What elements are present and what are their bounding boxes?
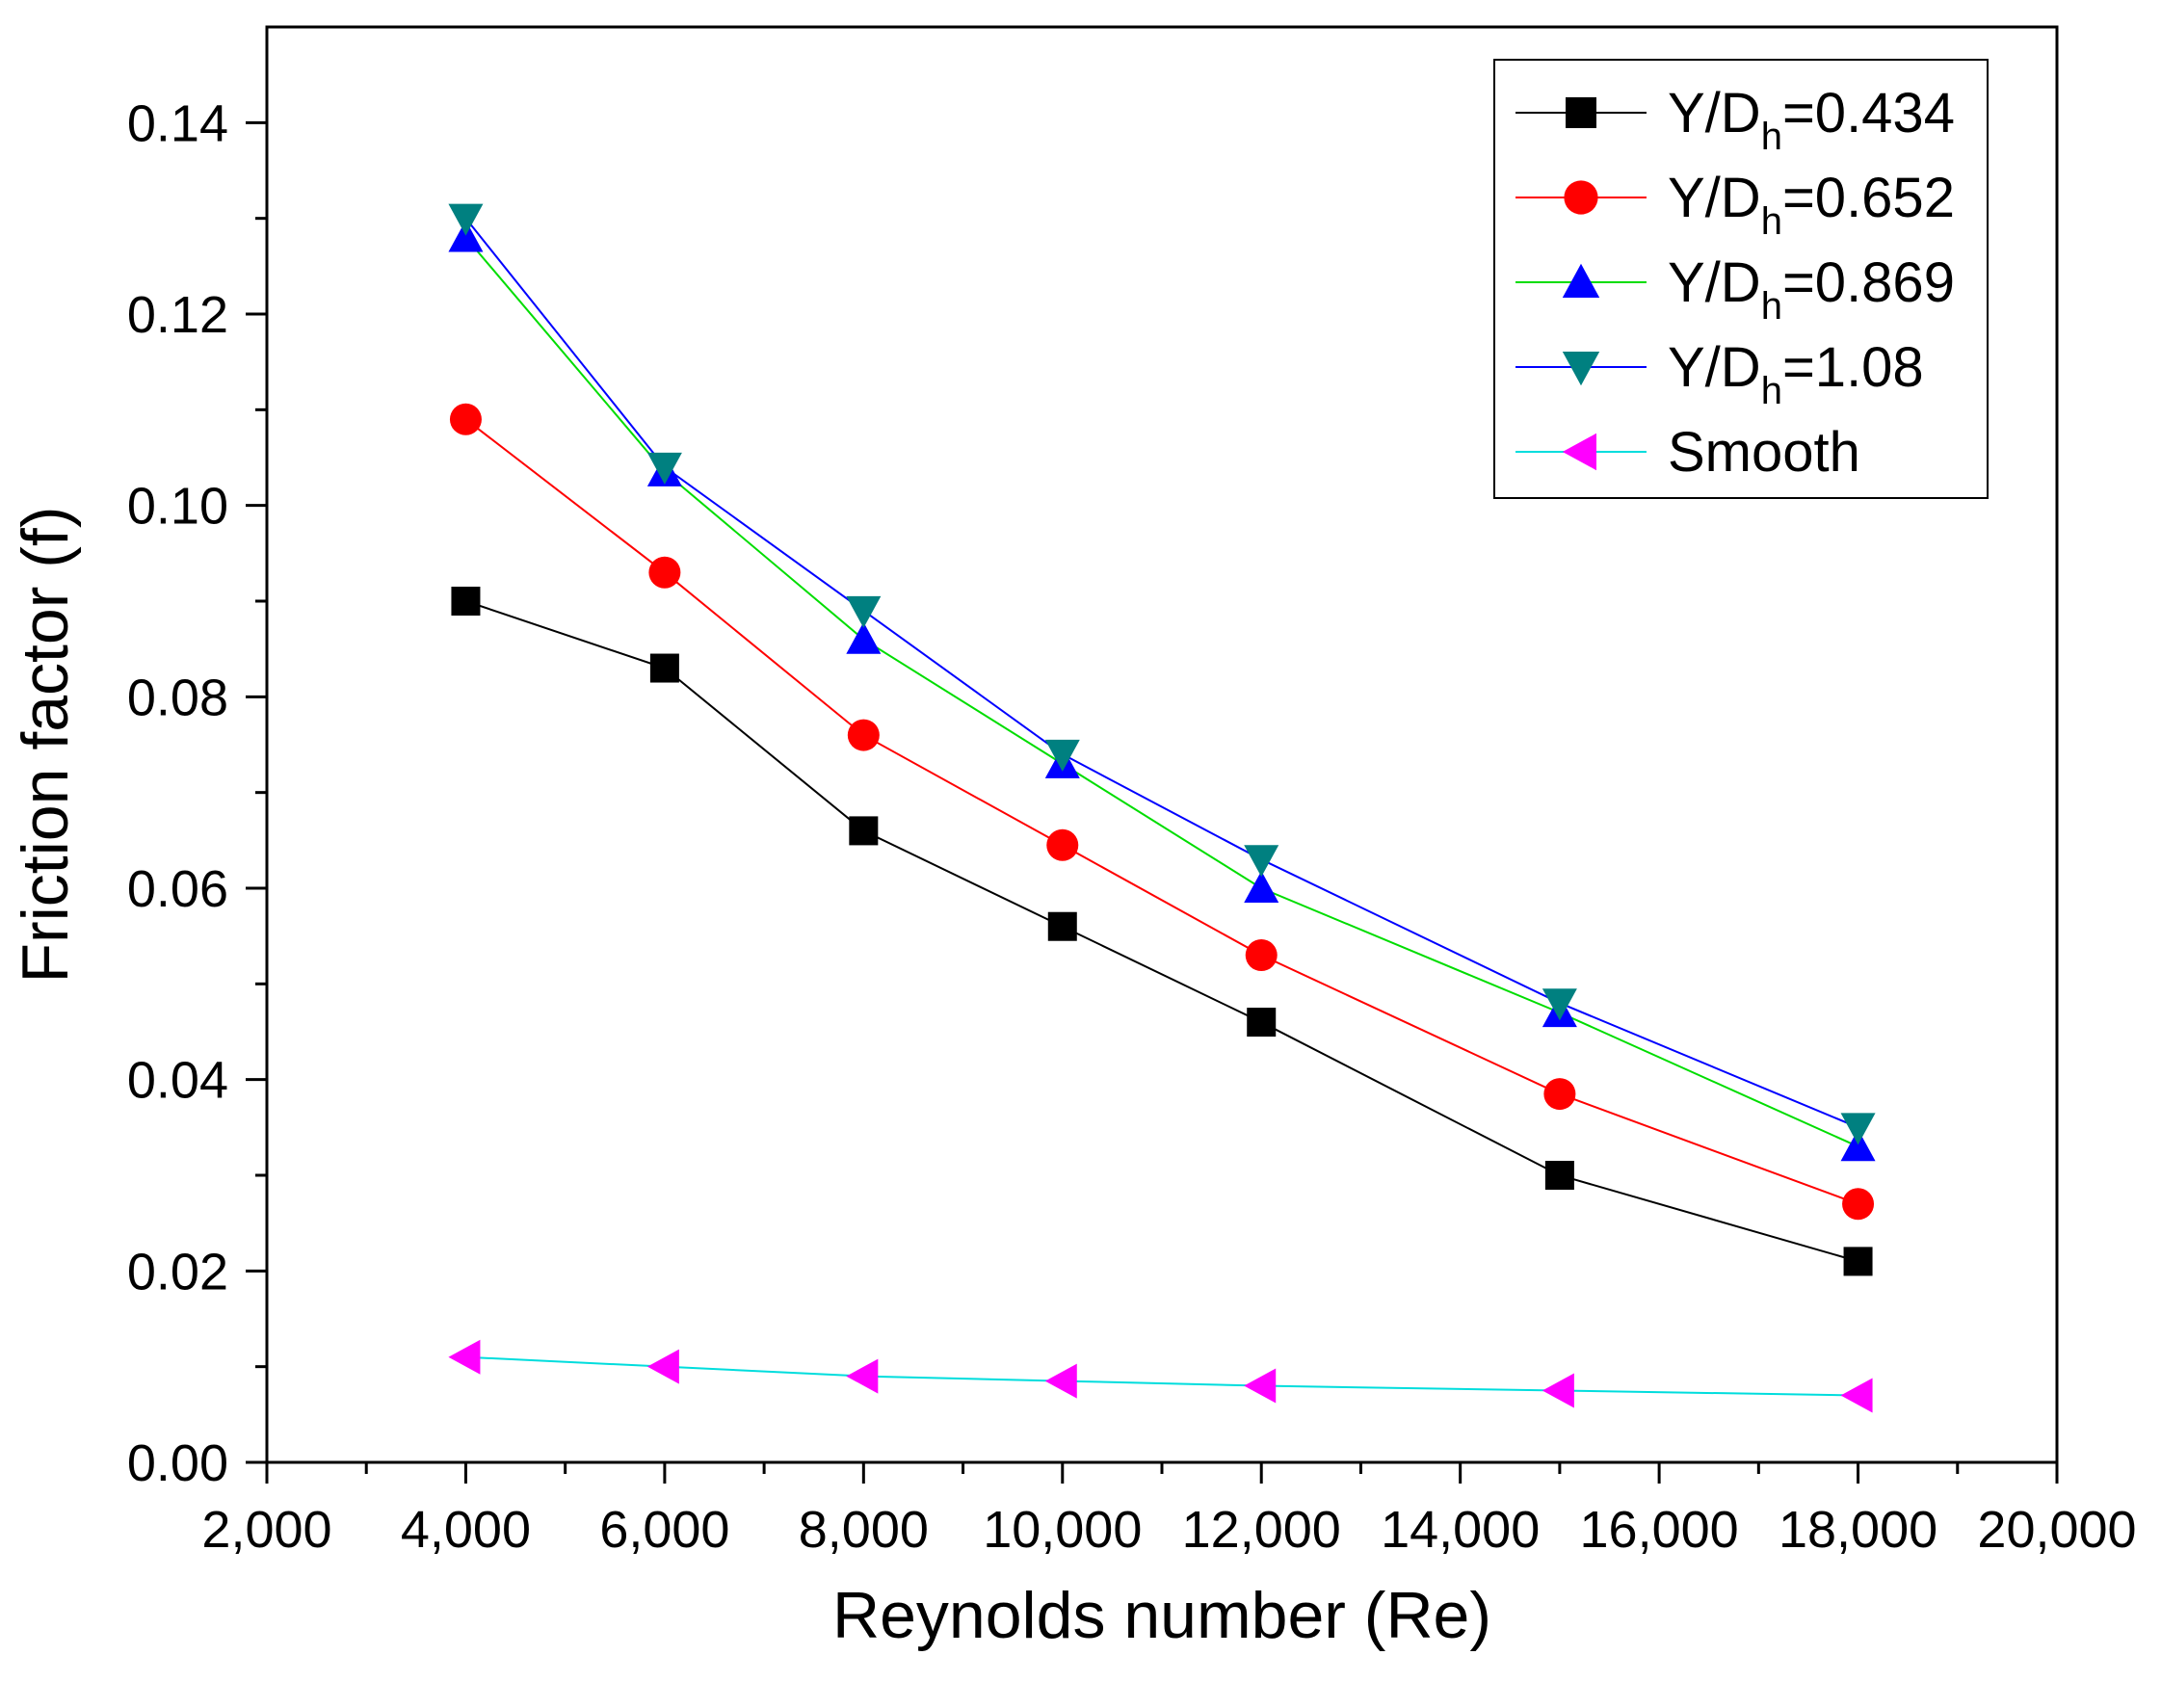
- data-point: [448, 220, 484, 252]
- legend-marker: [1562, 263, 1600, 298]
- legend-label: Y/Dh=0.869: [1668, 251, 1955, 328]
- legend-marker: [1562, 352, 1600, 386]
- data-point: [1244, 871, 1279, 903]
- legend-item: Smooth: [1515, 421, 1860, 484]
- x-axis-title: Reynolds number (Re): [832, 1579, 1491, 1652]
- data-point: [849, 816, 879, 846]
- y-tick-label: 0.08: [127, 669, 228, 726]
- data-point: [1244, 1368, 1277, 1404]
- x-tick-label: 20,000: [1977, 1501, 2136, 1559]
- data-point: [1046, 828, 1079, 861]
- data-point: [846, 621, 882, 654]
- data-point: [1244, 845, 1279, 878]
- data-point: [448, 1339, 481, 1375]
- data-point: [1047, 911, 1077, 941]
- data-point: [847, 719, 880, 751]
- series-4: [448, 203, 1876, 1145]
- y-tick-label: 0.10: [127, 478, 228, 536]
- x-tick-label: 2,000: [201, 1501, 331, 1559]
- data-point: [1542, 1373, 1574, 1408]
- legend-label: Y/Dh=0.652: [1668, 167, 1955, 243]
- x-tick-label: 12,000: [1182, 1501, 1341, 1559]
- series-layer: [448, 203, 1876, 1413]
- x-tick-label: 14,000: [1381, 1501, 1540, 1559]
- data-point: [1840, 1113, 1876, 1145]
- y-tick-label: 0.02: [127, 1243, 228, 1301]
- x-tick-label: 6,000: [599, 1501, 729, 1559]
- data-point: [646, 1349, 679, 1384]
- x-tick-label: 10,000: [983, 1501, 1142, 1559]
- legend: Y/Dh=0.434 Y/Dh=0.652 Y/Dh=0.869 Y/Dh=1.08 S…: [1493, 59, 1989, 499]
- legend-label: Smooth: [1668, 421, 1860, 484]
- x-tick-label: 16,000: [1580, 1501, 1739, 1559]
- y-tick-label: 0.04: [127, 1052, 228, 1110]
- legend-label: Y/Dh=0.434: [1668, 82, 1955, 158]
- y-axis-title: Friction factor (f): [9, 507, 82, 984]
- y-tick-label: 0.12: [127, 286, 228, 344]
- x-axis: 2,000 4,000 6,000 8,000 10,000 12,000 14,000 16…: [201, 1462, 2137, 1559]
- data-point: [448, 203, 484, 236]
- series-5: [448, 1339, 1873, 1413]
- x-tick-label: 8,000: [799, 1501, 929, 1559]
- legend-marker: [1562, 433, 1596, 471]
- data-point: [1044, 739, 1080, 772]
- data-point: [1247, 1008, 1277, 1038]
- x-tick-label: 4,000: [401, 1501, 531, 1559]
- legend-marker: [1564, 180, 1598, 215]
- legend-item: Y/Dh=0.869: [1515, 251, 1955, 328]
- y-tick-label: 0.06: [127, 860, 228, 918]
- data-point: [1840, 1129, 1876, 1162]
- data-point: [1044, 1363, 1077, 1399]
- x-tick-label: 18,000: [1779, 1501, 1937, 1559]
- data-point: [846, 595, 882, 628]
- y-axis: 0.00 0.02 0.04 0.06 0.08 0.10 0.12 0.14: [127, 94, 267, 1492]
- legend-item: Y/Dh=1.08: [1515, 336, 1924, 412]
- data-point: [1542, 988, 1577, 1021]
- legend-item: Y/Dh=0.652: [1515, 167, 1955, 243]
- data-point: [1842, 1188, 1875, 1221]
- series-line: [465, 600, 1858, 1263]
- y-tick-label: 0.00: [127, 1434, 228, 1492]
- data-point: [649, 653, 679, 683]
- data-point: [1843, 1247, 1873, 1276]
- data-point: [451, 587, 481, 616]
- data-point: [1543, 1078, 1576, 1111]
- series-line: [464, 418, 1858, 1205]
- data-point: [648, 556, 681, 589]
- data-point: [449, 403, 482, 435]
- data-point: [1245, 939, 1278, 972]
- data-point: [846, 1358, 879, 1394]
- legend-marker: [1566, 97, 1596, 128]
- data-point: [646, 452, 682, 485]
- y-tick-label: 0.14: [127, 94, 228, 152]
- legend-label: Y/Dh=1.08: [1668, 336, 1924, 412]
- legend-item: Y/Dh=0.434: [1515, 82, 1955, 158]
- data-point: [1840, 1378, 1873, 1413]
- series-2: [449, 403, 1875, 1221]
- series-1: [451, 587, 1873, 1276]
- data-point: [1544, 1161, 1574, 1190]
